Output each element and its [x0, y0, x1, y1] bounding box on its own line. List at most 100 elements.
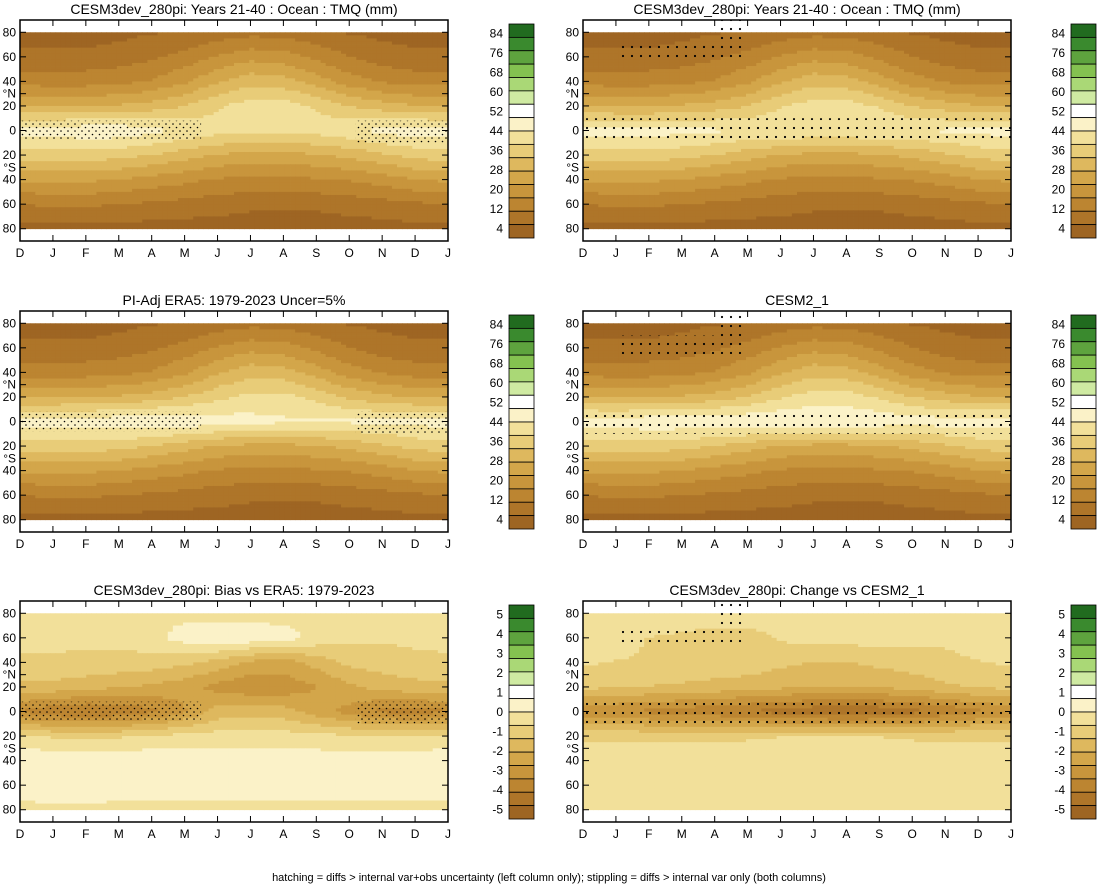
heatmap-cell — [25, 41, 31, 44]
heatmap-cell — [45, 143, 51, 146]
heatmap-cell — [30, 78, 36, 81]
heatmap-cell — [305, 91, 311, 94]
heatmap-cell — [219, 149, 225, 152]
heatmap-cell — [331, 72, 337, 75]
heatmap-cell — [321, 57, 327, 60]
heatmap-cell — [56, 57, 62, 60]
heatmap-cell — [356, 63, 362, 66]
heatmap-cell — [397, 100, 403, 103]
heatmap-cell — [137, 94, 143, 97]
heatmap-cell — [305, 118, 311, 121]
heatmap-cell — [372, 100, 378, 103]
heatmap-cell — [86, 103, 92, 106]
heatmap-cell — [224, 143, 230, 146]
heatmap-cell — [351, 155, 357, 158]
heatmap-cell — [300, 131, 306, 134]
heatmap-cell — [188, 103, 194, 106]
heatmap-cell — [326, 140, 332, 143]
heatmap-cell — [198, 94, 204, 97]
heatmap-cell — [254, 103, 260, 106]
heatmap-cell — [372, 152, 378, 155]
heatmap-cell — [351, 152, 357, 155]
heatmap-cell — [137, 32, 143, 35]
heatmap-cell — [428, 72, 434, 75]
heatmap-cell — [377, 38, 383, 41]
heatmap-cell — [198, 149, 204, 152]
heatmap-cell — [152, 54, 158, 57]
heatmap-cell — [331, 41, 337, 44]
heatmap-cell — [356, 48, 362, 51]
heatmap-cell — [412, 143, 418, 146]
heatmap-cell — [142, 84, 148, 87]
heatmap-cell — [280, 78, 286, 81]
heatmap-cell — [239, 97, 245, 100]
heatmap-cell — [178, 88, 184, 91]
heatmap-cell — [66, 100, 72, 103]
heatmap-cell — [423, 112, 429, 115]
heatmap-cell — [168, 115, 174, 118]
heatmap-cell — [397, 91, 403, 94]
heatmap-cell — [81, 60, 87, 63]
heatmap-cell — [310, 63, 316, 66]
heatmap-cell — [285, 94, 291, 97]
heatmap-cell — [66, 63, 72, 66]
heatmap-cell — [122, 75, 128, 78]
heatmap-cell — [86, 41, 92, 44]
heatmap-cell — [351, 146, 357, 149]
heatmap-cell — [20, 57, 26, 60]
heatmap-cell — [142, 112, 148, 115]
heatmap-cell — [259, 112, 265, 115]
heatmap-cell — [183, 38, 189, 41]
heatmap-cell — [402, 69, 408, 72]
heatmap-cell — [372, 41, 378, 44]
heatmap-cell — [132, 109, 138, 112]
heatmap-cell — [168, 158, 174, 161]
heatmap-cell — [219, 78, 225, 81]
heatmap-cell — [265, 143, 271, 146]
heatmap-cell — [275, 112, 281, 115]
heatmap-cell — [305, 69, 311, 72]
heatmap-cell — [45, 66, 51, 69]
heatmap-cell — [234, 78, 240, 81]
heatmap-cell — [142, 63, 148, 66]
heatmap-cell — [382, 45, 388, 48]
heatmap-cell — [30, 45, 36, 48]
heatmap-cell — [117, 51, 123, 54]
heatmap-cell — [183, 45, 189, 48]
heatmap-cell — [244, 127, 250, 130]
heatmap-cell — [203, 51, 209, 54]
heatmap-cell — [163, 94, 169, 97]
heatmap-cell — [229, 38, 235, 41]
heatmap-cell — [346, 100, 352, 103]
heatmap-cell — [295, 103, 301, 106]
heatmap-cell — [300, 155, 306, 158]
heatmap-cell — [142, 149, 148, 152]
heatmap-cell — [336, 32, 342, 35]
heatmap-cell — [30, 63, 36, 66]
heatmap-cell — [178, 106, 184, 109]
heatmap-cell — [300, 152, 306, 155]
heatmap-cell — [397, 51, 403, 54]
heatmap-cell — [412, 45, 418, 48]
heatmap-cell — [61, 66, 66, 69]
heatmap-cell — [96, 78, 102, 81]
heatmap-cell — [51, 91, 57, 94]
heatmap-cell — [107, 115, 113, 118]
heatmap-cell — [372, 35, 378, 38]
heatmap-cell — [107, 152, 113, 155]
heatmap-cell — [86, 63, 92, 66]
heatmap-cell — [61, 155, 66, 158]
heatmap-cell — [433, 106, 439, 109]
heatmap-cell — [102, 54, 108, 57]
heatmap-cell — [346, 155, 352, 158]
heatmap-cell — [20, 158, 26, 161]
heatmap-cell — [51, 152, 57, 155]
heatmap-cell — [305, 72, 311, 75]
heatmap-cell — [61, 32, 66, 35]
heatmap-cell — [86, 60, 92, 63]
heatmap-cell — [417, 143, 423, 146]
heatmap-cell — [285, 60, 291, 63]
heatmap-cell — [326, 60, 332, 63]
heatmap-cell — [209, 72, 215, 75]
heatmap-cell — [295, 35, 301, 38]
